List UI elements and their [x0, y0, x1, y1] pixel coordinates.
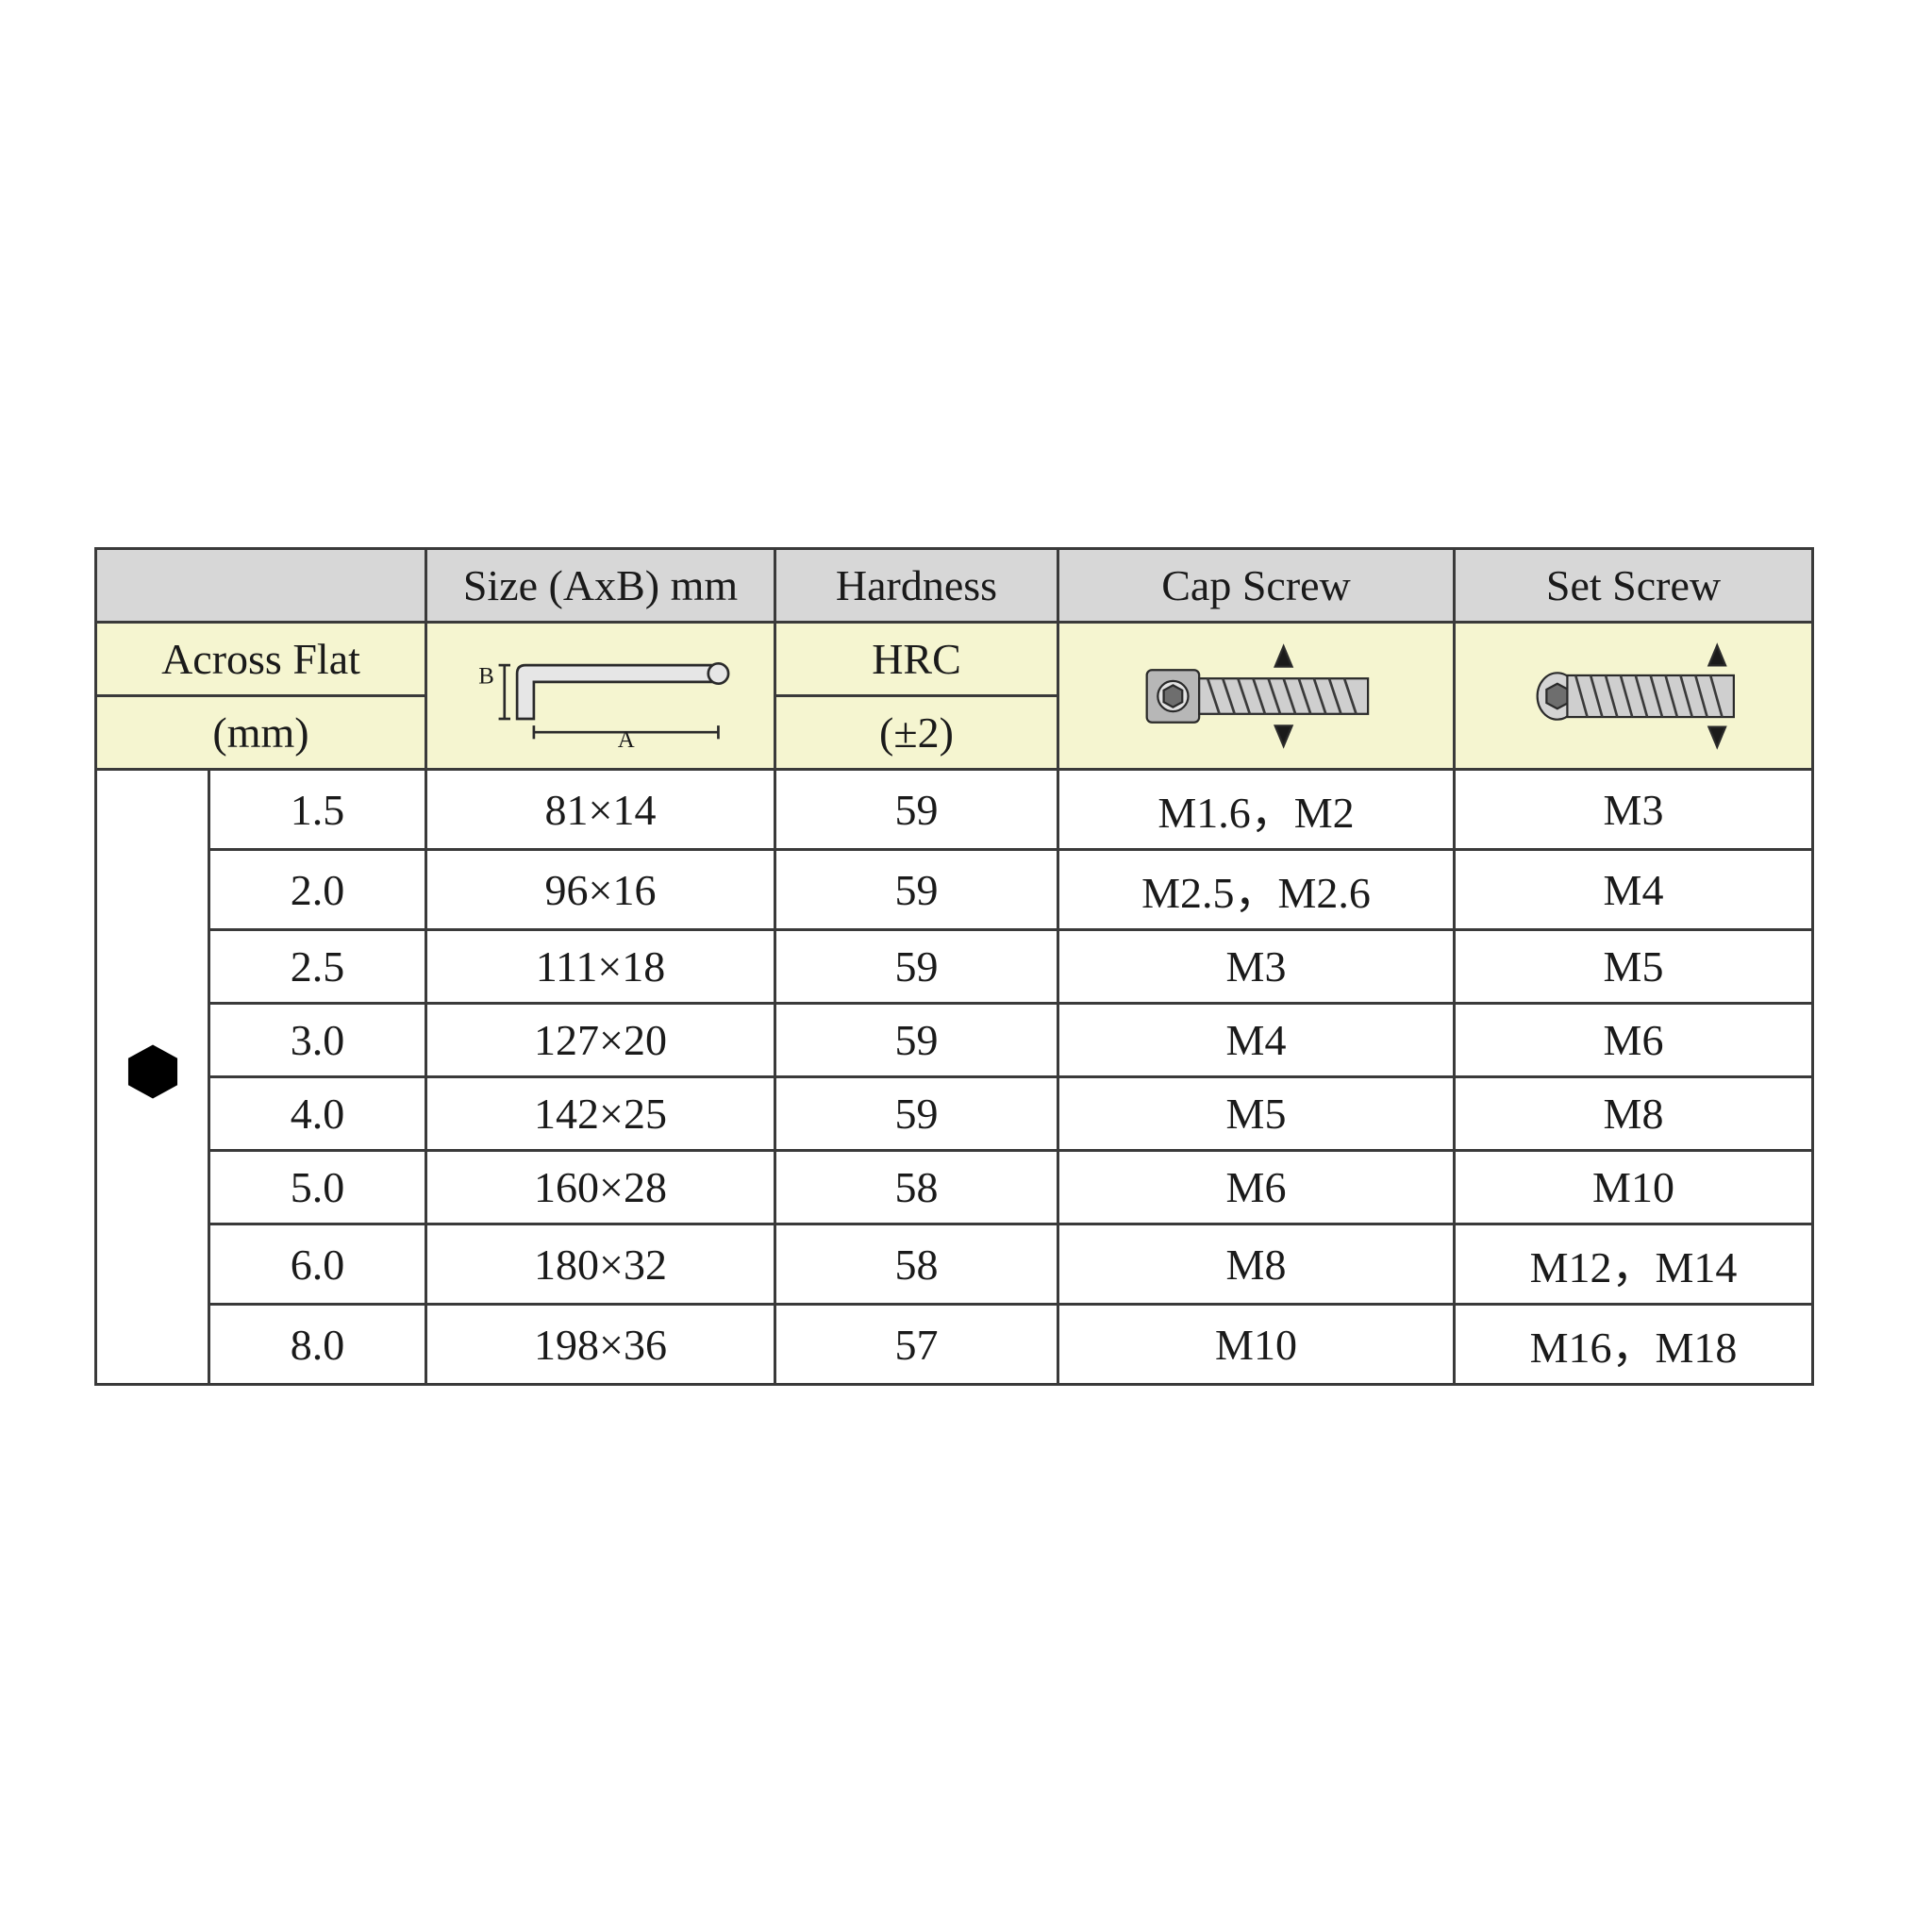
wrench-icon: B A [450, 640, 752, 753]
cell-cap: M2.5，M2.6 [1058, 850, 1455, 930]
cell-cap: M8 [1058, 1224, 1455, 1305]
cell-cap: M4 [1058, 1004, 1455, 1077]
cell-size: 96×16 [426, 850, 775, 930]
header-across-flat: Across Flat [96, 623, 426, 696]
cell-af: 2.0 [209, 850, 426, 930]
header-hrc-tol: (±2) [775, 696, 1058, 770]
cell-af: 4.0 [209, 1077, 426, 1151]
cell-hardness: 59 [775, 770, 1058, 850]
cell-set: M6 [1455, 1004, 1813, 1077]
cell-af: 3.0 [209, 1004, 426, 1077]
table-row: 5.0 160×28 58 M6 M10 [96, 1151, 1813, 1224]
cell-set: M5 [1455, 930, 1813, 1004]
cell-af: 5.0 [209, 1151, 426, 1224]
header-blank [96, 549, 426, 623]
cell-cap: M5 [1058, 1077, 1455, 1151]
table-row: 3.0 127×20 59 M4 M6 [96, 1004, 1813, 1077]
table-row: 2.5 111×18 59 M3 M5 [96, 930, 1813, 1004]
cell-size: 180×32 [426, 1224, 775, 1305]
header-hardness: Hardness [775, 549, 1058, 623]
cell-af: 1.5 [209, 770, 426, 850]
cell-size: 198×36 [426, 1305, 775, 1385]
header-cap-screw-icon-cell [1058, 623, 1455, 770]
cell-hardness: 59 [775, 930, 1058, 1004]
header-hrc: HRC [775, 623, 1058, 696]
wrench-label-a: A [617, 727, 634, 753]
cap-screw-icon [1096, 640, 1417, 753]
header-cap-screw: Cap Screw [1058, 549, 1455, 623]
cell-set: M8 [1455, 1077, 1813, 1151]
table-row: 8.0 198×36 57 M10 M16，M18 [96, 1305, 1813, 1385]
header-wrench-diagram: B A [426, 623, 775, 770]
cell-size: 111×18 [426, 930, 775, 1004]
hex-key-spec-table: Size (AxB) mm Hardness Cap Screw Set Scr… [94, 547, 1814, 1386]
header-row-2: Across Flat [96, 623, 1813, 696]
cell-hardness: 58 [775, 1151, 1058, 1224]
cell-size: 127×20 [426, 1004, 775, 1077]
hexagon-icon-cell [96, 770, 209, 1385]
cell-cap: M10 [1058, 1305, 1455, 1385]
cell-hardness: 59 [775, 1077, 1058, 1151]
cell-af: 2.5 [209, 930, 426, 1004]
cell-size: 81×14 [426, 770, 775, 850]
header-across-flat-unit: (mm) [96, 696, 426, 770]
cell-cap: M3 [1058, 930, 1455, 1004]
header-set-screw: Set Screw [1455, 549, 1813, 623]
cell-set: M10 [1455, 1151, 1813, 1224]
table-row: 4.0 142×25 59 M5 M8 [96, 1077, 1813, 1151]
cell-af: 6.0 [209, 1224, 426, 1305]
cell-set: M3 [1455, 770, 1813, 850]
header-row-1: Size (AxB) mm Hardness Cap Screw Set Scr… [96, 549, 1813, 623]
cell-hardness: 59 [775, 1004, 1058, 1077]
cell-af: 8.0 [209, 1305, 426, 1385]
cell-cap: M1.6，M2 [1058, 770, 1455, 850]
set-screw-icon [1492, 640, 1775, 753]
hexagon-icon [124, 1042, 182, 1101]
table-row: 1.5 81×14 59 M1.6，M2 M3 [96, 770, 1813, 850]
header-size: Size (AxB) mm [426, 549, 775, 623]
cell-set: M4 [1455, 850, 1813, 930]
cell-set: M16，M18 [1455, 1305, 1813, 1385]
cell-size: 160×28 [426, 1151, 775, 1224]
cell-set: M12，M14 [1455, 1224, 1813, 1305]
table-row: 2.0 96×16 59 M2.5，M2.6 M4 [96, 850, 1813, 930]
cell-cap: M6 [1058, 1151, 1455, 1224]
cell-hardness: 57 [775, 1305, 1058, 1385]
cell-hardness: 58 [775, 1224, 1058, 1305]
header-set-screw-icon-cell [1455, 623, 1813, 770]
cell-size: 142×25 [426, 1077, 775, 1151]
cell-hardness: 59 [775, 850, 1058, 930]
table-row: 6.0 180×32 58 M8 M12，M14 [96, 1224, 1813, 1305]
wrench-label-b: B [478, 663, 494, 689]
